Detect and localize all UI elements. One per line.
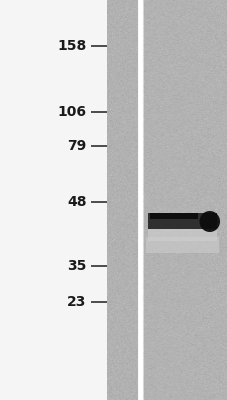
Text: 23: 23 (67, 295, 86, 309)
Text: 48: 48 (67, 195, 86, 209)
Text: 158: 158 (57, 39, 86, 53)
Bar (143, 0, 227, 400)
Bar (107, 0, 140, 400)
Bar (145, 236, 218, 253)
Bar (0, 0, 107, 400)
Text: 79: 79 (67, 139, 86, 153)
Bar (148, 229, 216, 241)
Text: 106: 106 (57, 105, 86, 119)
Ellipse shape (199, 211, 219, 232)
Text: 35: 35 (67, 259, 86, 273)
Bar (150, 212, 197, 218)
Bar (148, 212, 216, 229)
